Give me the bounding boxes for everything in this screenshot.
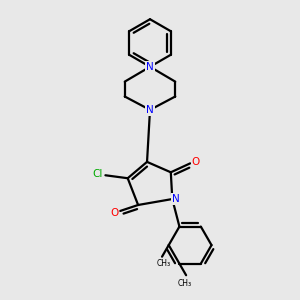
- Text: N: N: [146, 105, 154, 115]
- Text: CH₃: CH₃: [157, 259, 171, 268]
- Text: Cl: Cl: [92, 169, 102, 179]
- Text: O: O: [110, 208, 118, 218]
- Text: O: O: [191, 157, 200, 167]
- Text: N: N: [172, 194, 180, 204]
- Text: CH₃: CH₃: [177, 279, 191, 288]
- Text: N: N: [146, 62, 154, 72]
